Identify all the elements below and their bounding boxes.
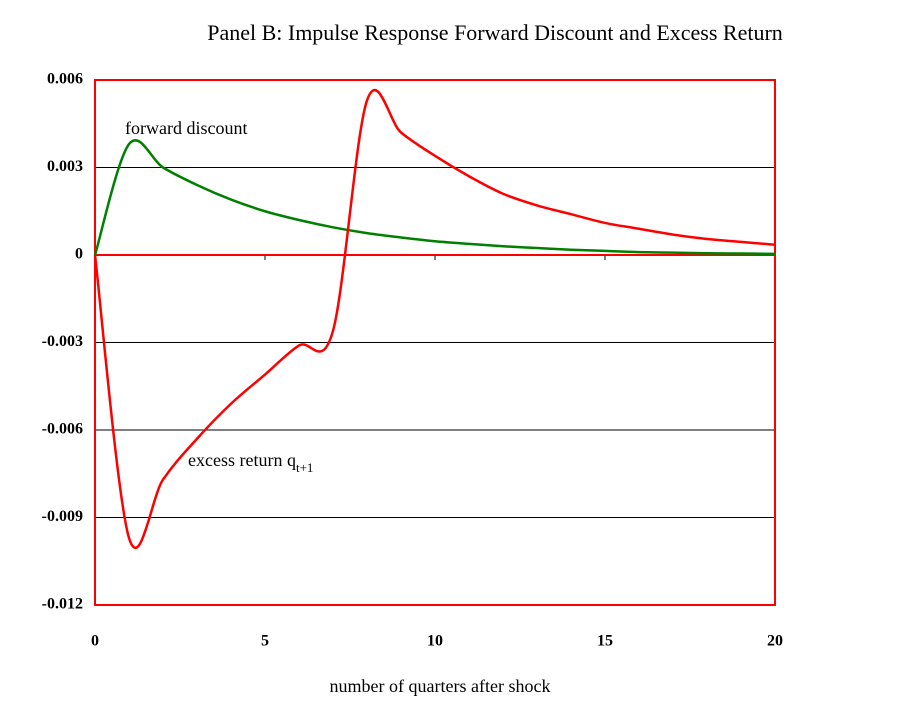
chart-title: Panel B: Impulse Response Forward Discou… (207, 20, 783, 45)
series-label: excess return qt+1 (188, 450, 313, 475)
series-label-text: excess return q (188, 450, 296, 470)
x-axis-label: number of quarters after shock (330, 676, 551, 696)
x-tick-label: 5 (261, 633, 269, 650)
y-tick-label: 0.006 (47, 71, 83, 88)
series-line (93, 139, 776, 256)
x-tick-label: 15 (597, 633, 613, 650)
y-tick-label: -0.009 (42, 508, 83, 525)
y-tick-label: 0 (75, 246, 83, 263)
plot-border (94, 79, 776, 606)
series-label: forward discount (125, 118, 247, 138)
x-tick-label: 10 (427, 633, 443, 650)
y-tick-label: -0.003 (42, 333, 83, 350)
y-tick-label: -0.012 (42, 596, 83, 613)
y-tick-label: -0.006 (42, 421, 83, 438)
x-tick-label: 20 (767, 633, 783, 650)
y-tick-label: 0.003 (47, 158, 83, 175)
series-label-subscript: t+1 (296, 460, 313, 475)
series-line (93, 89, 776, 549)
x-tick-label: 0 (91, 633, 99, 650)
